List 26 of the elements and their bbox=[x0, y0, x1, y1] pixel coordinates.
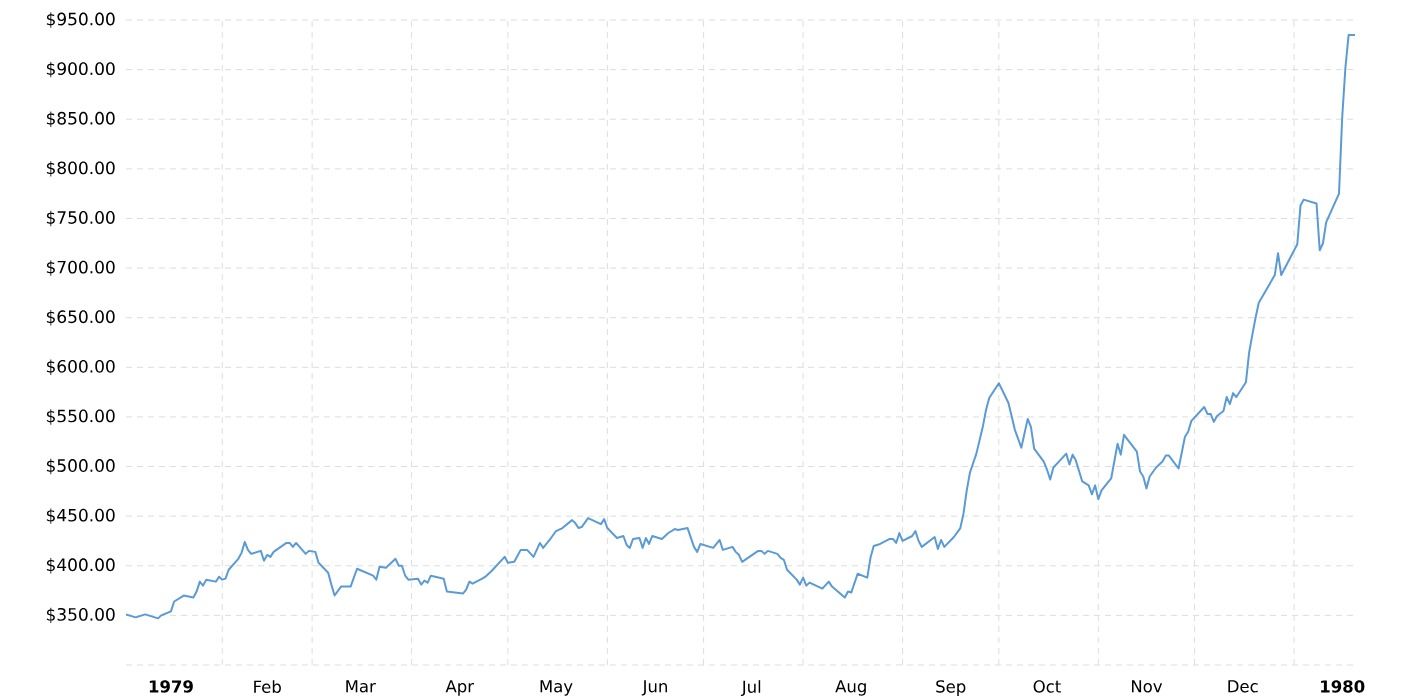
x-tick-label: Apr bbox=[445, 680, 475, 696]
y-tick-label: $850.00 bbox=[46, 111, 115, 127]
x-tick-label: May bbox=[540, 680, 573, 696]
x-tick-label: Jun bbox=[641, 680, 667, 696]
x-tick-label: 1979 bbox=[149, 680, 193, 693]
x-tick-label: Feb bbox=[254, 680, 281, 693]
y-tick-label: $500.00 bbox=[46, 458, 115, 475]
y-tick-label: $650.00 bbox=[46, 309, 115, 326]
x-tick-label: Jul bbox=[740, 680, 761, 697]
y-tick-label: $750.00 bbox=[46, 210, 115, 227]
y-tick-label: $900.00 bbox=[46, 61, 115, 78]
x-tick-label: Nov bbox=[1131, 680, 1163, 693]
y-tick-label: $700.00 bbox=[46, 260, 115, 276]
x-tick-label: 1980 bbox=[1321, 680, 1365, 693]
y-tick-label: $350.00 bbox=[46, 607, 115, 624]
y-tick-label: $950.00 bbox=[46, 12, 115, 28]
y-tick-label: $800.00 bbox=[46, 161, 115, 177]
y-tick-label: $550.00 bbox=[46, 409, 115, 425]
x-tick-label: Aug bbox=[835, 680, 866, 696]
x-tick-label: Oct bbox=[1033, 680, 1061, 693]
y-tick-label: $600.00 bbox=[46, 359, 115, 376]
y-tick-label: $400.00 bbox=[46, 558, 115, 574]
x-tick-label: Mar bbox=[346, 680, 376, 693]
x-tick-label: Dec bbox=[1228, 680, 1258, 693]
x-tick-label: Sep bbox=[936, 680, 966, 696]
y-tick-label: $450.00 bbox=[46, 508, 115, 524]
